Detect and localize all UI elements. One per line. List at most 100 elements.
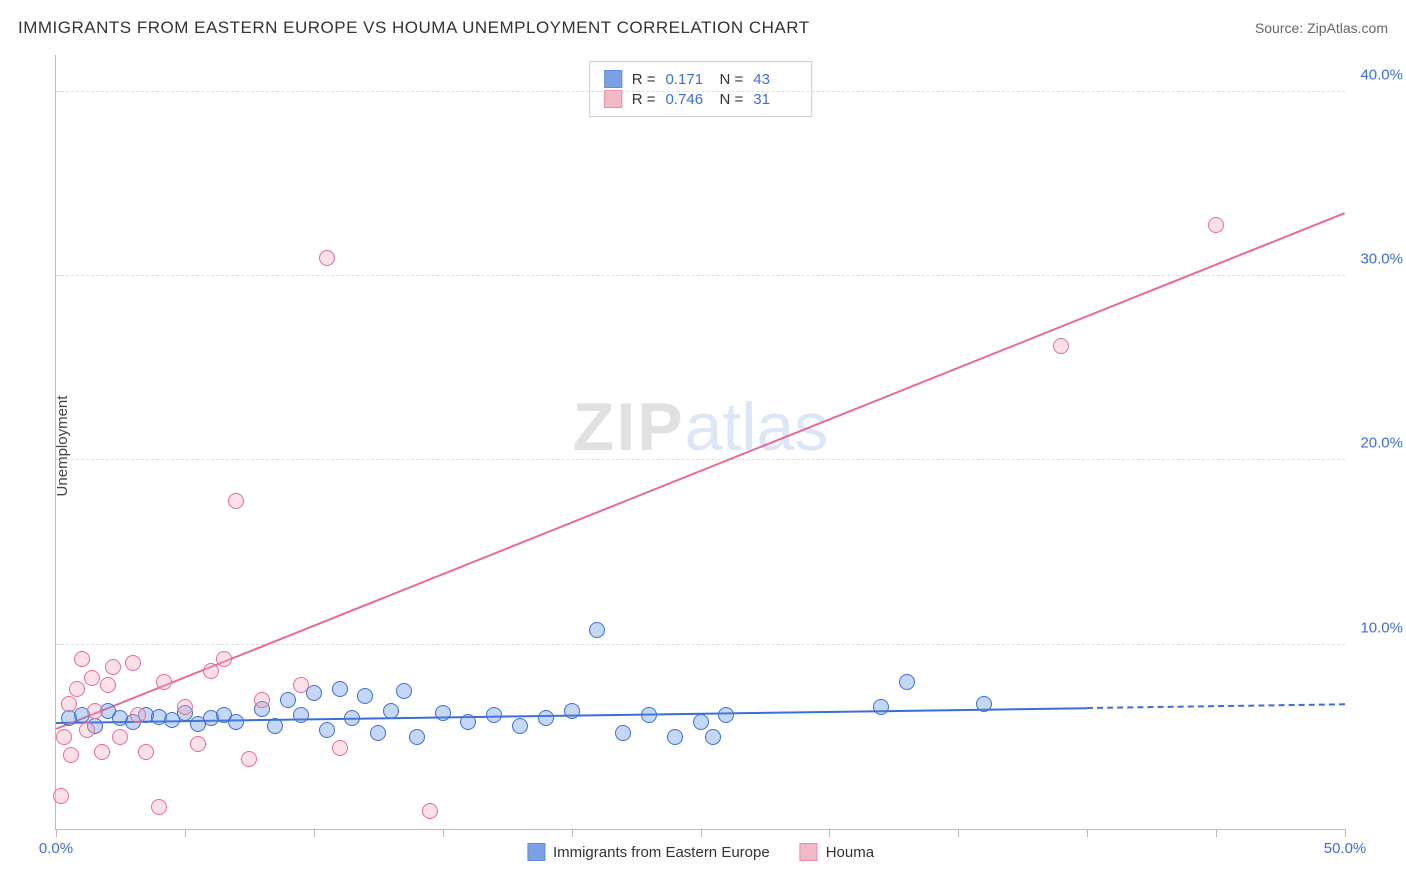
data-point bbox=[138, 744, 154, 760]
gridline bbox=[56, 91, 1345, 92]
data-point bbox=[370, 725, 386, 741]
data-point bbox=[53, 788, 69, 804]
watermark-zip: ZIP bbox=[573, 389, 685, 465]
data-point bbox=[112, 729, 128, 745]
gridline bbox=[56, 275, 1345, 276]
chart-title: IMMIGRANTS FROM EASTERN EUROPE VS HOUMA … bbox=[18, 18, 810, 38]
data-point bbox=[241, 751, 257, 767]
y-tick-label: 30.0% bbox=[1353, 251, 1403, 268]
data-point bbox=[357, 688, 373, 704]
data-point bbox=[1208, 217, 1224, 233]
series-1-swatch bbox=[604, 90, 622, 108]
trend-line bbox=[1087, 704, 1345, 710]
x-tick bbox=[572, 829, 573, 837]
x-tick bbox=[958, 829, 959, 837]
data-point bbox=[873, 699, 889, 715]
data-point bbox=[332, 681, 348, 697]
x-tick bbox=[443, 829, 444, 837]
x-tick bbox=[185, 829, 186, 837]
source-label: Source: bbox=[1255, 20, 1307, 36]
data-point bbox=[94, 744, 110, 760]
data-point bbox=[538, 710, 554, 726]
x-tick-label: 0.0% bbox=[39, 840, 73, 857]
data-point bbox=[667, 729, 683, 745]
data-point bbox=[422, 803, 438, 819]
series-1-n-label: N = bbox=[720, 91, 744, 108]
data-point bbox=[216, 651, 232, 667]
data-point bbox=[319, 250, 335, 266]
series-1-r-label: R = bbox=[632, 91, 656, 108]
data-point bbox=[589, 622, 605, 638]
legend-item-series-0: Immigrants from Eastern Europe bbox=[527, 843, 770, 861]
y-tick-label: 10.0% bbox=[1353, 619, 1403, 636]
data-point bbox=[61, 696, 77, 712]
data-point bbox=[203, 663, 219, 679]
data-point bbox=[293, 677, 309, 693]
data-point bbox=[87, 703, 103, 719]
legend-swatch-series-0 bbox=[527, 843, 545, 861]
data-point bbox=[125, 655, 141, 671]
data-point bbox=[105, 659, 121, 675]
x-tick bbox=[701, 829, 702, 837]
x-tick bbox=[1087, 829, 1088, 837]
series-0-r-value: 0.171 bbox=[666, 71, 710, 88]
data-point bbox=[151, 799, 167, 815]
x-tick bbox=[829, 829, 830, 837]
legend-label-series-1: Houma bbox=[826, 844, 874, 861]
data-point bbox=[564, 703, 580, 719]
data-point bbox=[177, 699, 193, 715]
series-0-n-value: 43 bbox=[753, 71, 797, 88]
data-point bbox=[254, 692, 270, 708]
data-point bbox=[1053, 338, 1069, 354]
gridline bbox=[56, 644, 1345, 645]
watermark: ZIPatlas bbox=[573, 388, 828, 466]
data-point bbox=[409, 729, 425, 745]
data-point bbox=[130, 707, 146, 723]
series-1-r-value: 0.746 bbox=[666, 91, 710, 108]
x-tick bbox=[314, 829, 315, 837]
data-point bbox=[693, 714, 709, 730]
series-0-n-label: N = bbox=[720, 71, 744, 88]
source-credit: Source: ZipAtlas.com bbox=[1255, 20, 1388, 36]
data-point bbox=[332, 740, 348, 756]
data-point bbox=[56, 729, 72, 745]
x-tick-label: 50.0% bbox=[1324, 840, 1367, 857]
stats-legend-box: R = 0.171 N = 43 R = 0.746 N = 31 bbox=[589, 61, 813, 117]
legend-item-series-1: Houma bbox=[800, 843, 874, 861]
stats-row-series-0: R = 0.171 N = 43 bbox=[604, 70, 798, 88]
data-point bbox=[156, 674, 172, 690]
y-axis-label: Unemployment bbox=[54, 396, 71, 497]
y-tick-label: 40.0% bbox=[1353, 66, 1403, 83]
series-0-swatch bbox=[604, 70, 622, 88]
x-tick bbox=[56, 829, 57, 837]
x-tick bbox=[1345, 829, 1346, 837]
gridline bbox=[56, 459, 1345, 460]
data-point bbox=[486, 707, 502, 723]
data-point bbox=[344, 710, 360, 726]
data-point bbox=[705, 729, 721, 745]
y-tick-label: 20.0% bbox=[1353, 435, 1403, 452]
data-point bbox=[718, 707, 734, 723]
data-point bbox=[615, 725, 631, 741]
data-point bbox=[976, 696, 992, 712]
data-point bbox=[63, 747, 79, 763]
data-point bbox=[319, 722, 335, 738]
data-point bbox=[383, 703, 399, 719]
data-point bbox=[641, 707, 657, 723]
data-point bbox=[435, 705, 451, 721]
data-point bbox=[280, 692, 296, 708]
data-point bbox=[190, 736, 206, 752]
stats-row-series-1: R = 0.746 N = 31 bbox=[604, 90, 798, 108]
legend-swatch-series-1 bbox=[800, 843, 818, 861]
x-tick bbox=[1216, 829, 1217, 837]
data-point bbox=[79, 722, 95, 738]
data-point bbox=[69, 681, 85, 697]
data-point bbox=[460, 714, 476, 730]
data-point bbox=[899, 674, 915, 690]
trend-line bbox=[56, 212, 1346, 730]
legend-label-series-0: Immigrants from Eastern Europe bbox=[553, 844, 770, 861]
data-point bbox=[293, 707, 309, 723]
data-point bbox=[267, 718, 283, 734]
data-point bbox=[228, 714, 244, 730]
series-1-n-value: 31 bbox=[753, 91, 797, 108]
